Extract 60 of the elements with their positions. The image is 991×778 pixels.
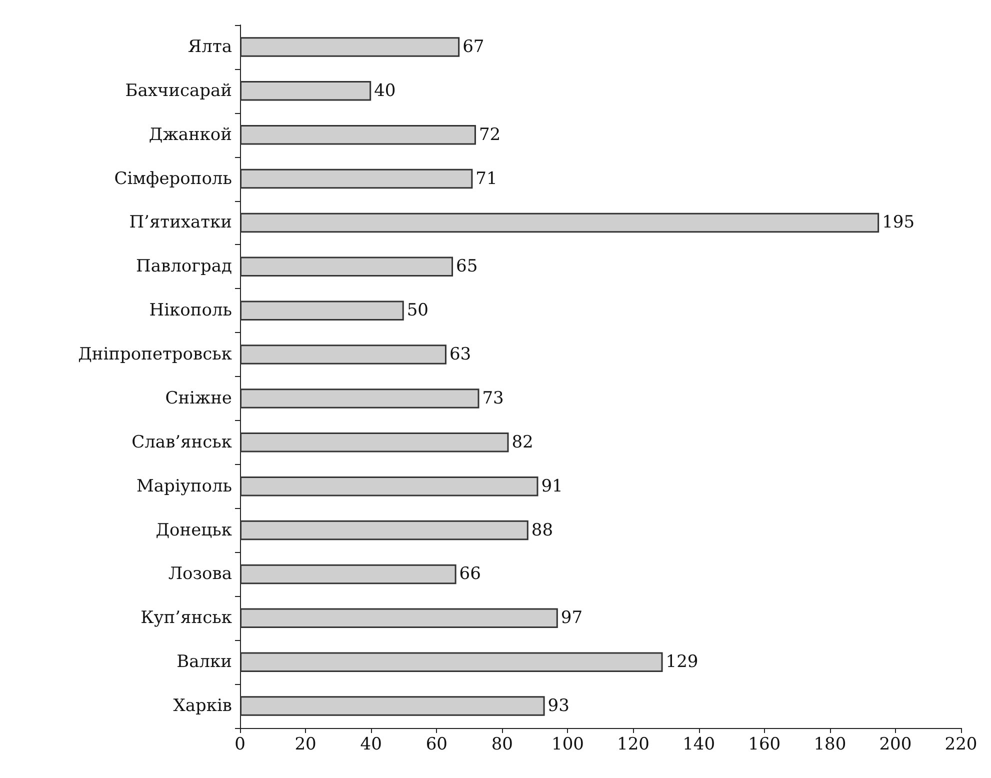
data-label: 93	[548, 696, 570, 716]
x-tick-label: 20	[294, 734, 316, 754]
data-label: 40	[374, 80, 396, 101]
data-label: 129	[666, 652, 698, 672]
bar	[240, 37, 460, 57]
data-label: 50	[406, 300, 429, 321]
y-tick-label: Харків	[173, 696, 232, 716]
y-tick-label: Сніжне	[165, 388, 232, 408]
y-tick-label: Джанкой	[148, 124, 232, 145]
x-tick-label: 200	[879, 734, 912, 754]
x-tick-label: 120	[617, 734, 650, 754]
bar	[240, 608, 558, 628]
data-label: 65	[456, 256, 478, 277]
y-tick-label: Дніпропетровськ	[78, 344, 232, 365]
y-tick-label: Павлоград	[136, 256, 232, 277]
x-tick-label: 60	[426, 734, 448, 754]
bar	[240, 520, 528, 540]
y-tick-label: Слав’янськ	[132, 432, 232, 452]
data-label: 195	[882, 212, 915, 233]
y-tick-label: Маріуполь	[136, 476, 232, 496]
bar	[240, 476, 538, 496]
y-tick-label: Нікополь	[149, 300, 232, 321]
x-tick-label: 80	[491, 734, 513, 754]
y-tick-label: Лозова	[168, 564, 232, 584]
data-label: 82	[512, 432, 534, 452]
data-label: 91	[541, 476, 563, 496]
x-tick-label: 160	[748, 734, 781, 754]
bar	[240, 212, 880, 233]
y-tick-label: Донецьк	[156, 520, 232, 540]
bar	[240, 388, 480, 408]
data-label: 72	[478, 124, 501, 145]
y-tick-label: Ялта	[188, 36, 232, 57]
x-tick-label: 100	[552, 734, 584, 754]
y-tick-label: Сімферополь	[114, 168, 232, 189]
x-tick-label: 140	[682, 734, 716, 754]
x-tick-label: 220	[944, 734, 978, 754]
bar	[240, 81, 372, 101]
bar	[240, 344, 446, 364]
y-tick-label: Куп’янськ	[140, 608, 232, 628]
x-tick-label: 40	[360, 734, 382, 754]
bar	[240, 652, 663, 672]
x-tick-label: 0	[234, 734, 246, 754]
data-label: 67	[462, 36, 484, 57]
data-label: 71	[476, 168, 498, 189]
bar	[240, 168, 473, 189]
data-label: 73	[482, 388, 504, 408]
bar	[240, 564, 456, 584]
bar	[240, 300, 404, 320]
y-tick-label: Бахчисарай	[125, 80, 232, 101]
data-label: 97	[560, 608, 583, 628]
bar	[240, 124, 476, 145]
data-label: 63	[449, 344, 472, 365]
bar	[240, 696, 545, 716]
bar	[240, 432, 509, 452]
y-tick-label: Валки	[176, 652, 232, 672]
data-label: 66	[459, 564, 481, 584]
x-tick-label: 180	[814, 734, 846, 754]
y-tick-label: П’ятихатки	[129, 212, 232, 233]
bar	[240, 256, 454, 277]
data-label: 88	[531, 520, 554, 540]
